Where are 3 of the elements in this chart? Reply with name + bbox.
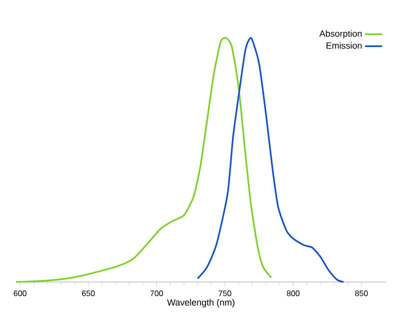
legend-label: Emission [326, 42, 362, 49]
legend-label: Absorption [319, 30, 362, 39]
x-axis-title: Wavelength (nm) [167, 299, 234, 308]
